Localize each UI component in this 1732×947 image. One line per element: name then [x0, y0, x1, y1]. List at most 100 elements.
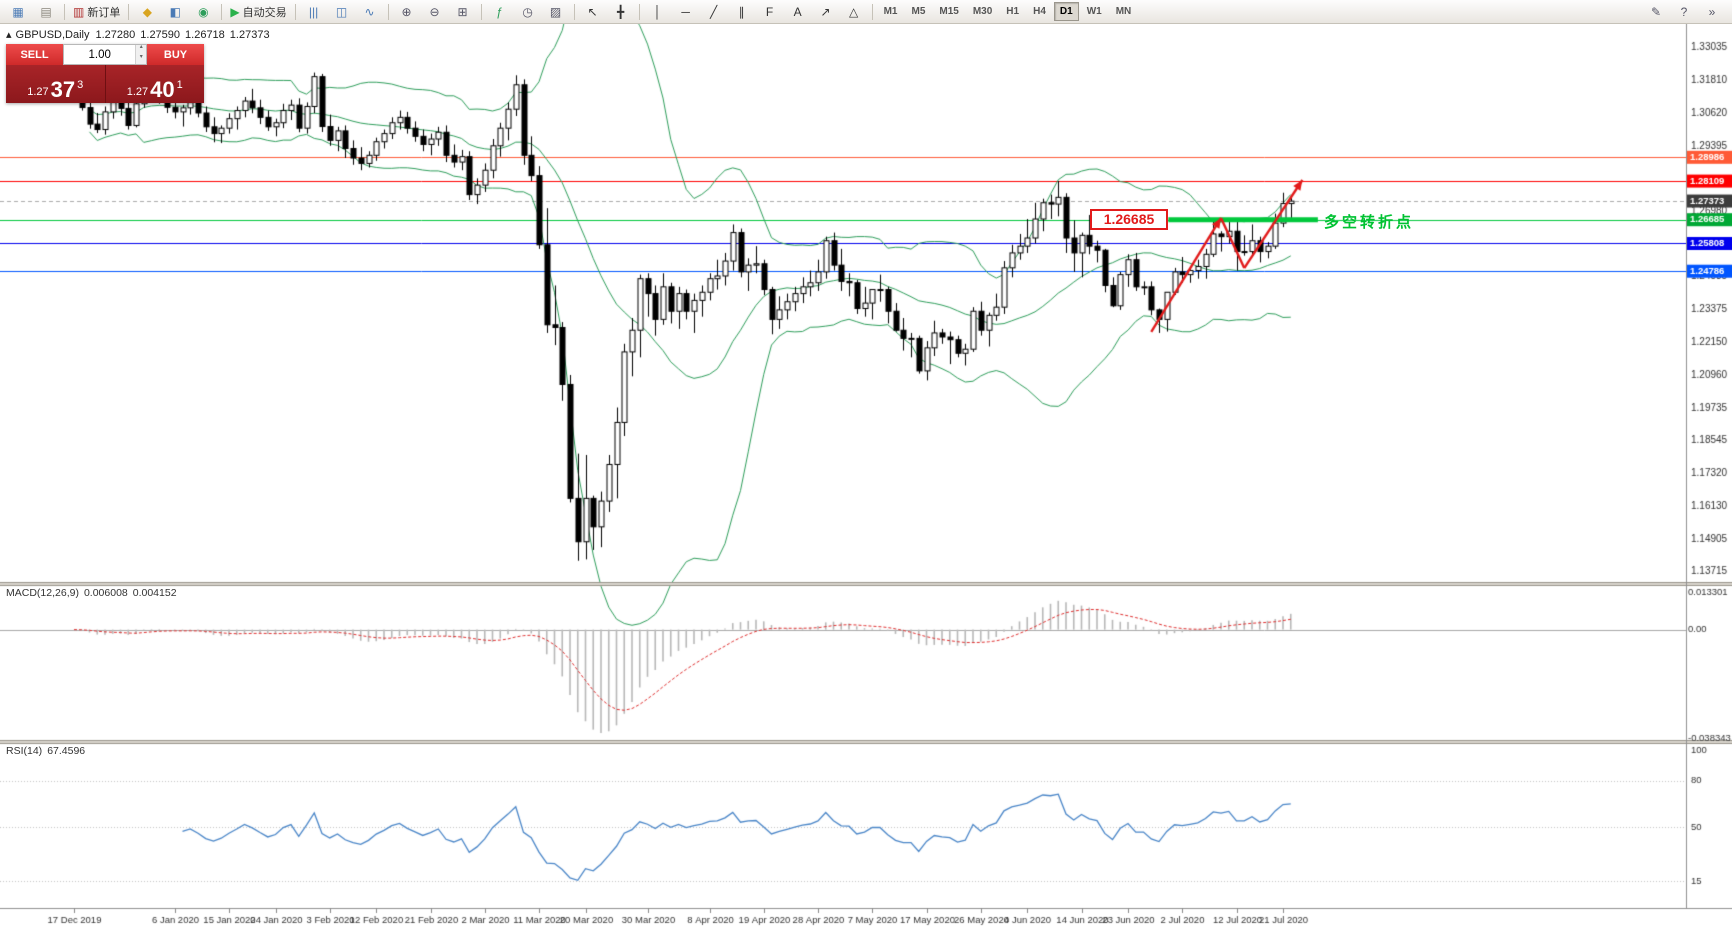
toolbar-separator	[573, 3, 575, 20]
bar-chart-mode-icon[interactable]: |||	[300, 1, 328, 23]
metaeditor-icon[interactable]: ◆	[133, 1, 161, 23]
metaeditor-icon: ◆	[142, 4, 152, 19]
shapes-icon[interactable]: △	[840, 1, 868, 23]
periods-icon: ◷	[522, 4, 533, 19]
rsi-label: RSI(14)	[6, 745, 43, 757]
volume-field: ▴ ▾	[63, 44, 147, 65]
cursor-icon[interactable]: ↖	[579, 1, 607, 23]
new-order-icon: ▥	[73, 4, 85, 19]
timeframe-w1[interactable]: W1	[1086, 6, 1102, 17]
turning-point-note: 多空转折点	[1324, 214, 1415, 231]
zoom-out-icon: ⊖	[429, 4, 440, 19]
timeframe-m1[interactable]: M1	[883, 6, 898, 17]
sell-price-pipette: 3	[77, 79, 84, 91]
text-label-icon[interactable]: A	[784, 1, 812, 23]
macd-label: MACD(12,26,9)	[6, 587, 79, 599]
rsi-value: 67.4596	[47, 745, 86, 757]
market-watch-icon[interactable]: ◧	[161, 1, 189, 23]
toolbar-separator	[387, 3, 389, 20]
help-button[interactable]: ?	[1680, 4, 1688, 19]
timeframe-m30[interactable]: M30	[972, 6, 993, 17]
sell-tab[interactable]: SELL	[6, 44, 63, 65]
toolbar-separator	[294, 3, 296, 20]
price-level-annotation[interactable]: 1.26685	[1090, 209, 1168, 230]
autotrading-label: 自动交易	[242, 6, 287, 19]
draw-pencil-button[interactable]: ✎	[1650, 4, 1662, 19]
buy-price-pips: 40	[150, 77, 175, 102]
toolbar-separator	[638, 3, 640, 20]
templates-icon[interactable]: ▨	[542, 1, 570, 23]
timeframe-m15[interactable]: M15	[939, 6, 959, 17]
line-chart-mode-icon[interactable]: ∿	[356, 1, 384, 23]
mql5-community-icon[interactable]: ◉	[189, 1, 217, 23]
arrows-tool-icon: ↗	[820, 4, 831, 19]
arrows-tool-icon[interactable]: ↗	[812, 1, 840, 23]
toolbar-separator	[221, 3, 223, 20]
templates-icon: ▨	[549, 4, 562, 19]
price-chart-canvas[interactable]	[0, 24, 1732, 947]
zoom-out-icon[interactable]: ⊖	[421, 1, 449, 23]
new-order-button[interactable]: ▥ 新订单	[69, 1, 124, 23]
horizontal-line-icon[interactable]: ─	[672, 1, 700, 23]
buy-price-pipette: 1	[176, 79, 183, 91]
profiles-icon: ▤	[40, 4, 52, 19]
buy-button[interactable]: 1.27 40 1	[105, 65, 204, 103]
overflow-chevron-button[interactable]: »	[1708, 4, 1716, 19]
one-click-collapse-icon[interactable]: ▴	[6, 29, 12, 41]
volume-down-icon[interactable]: ▾	[136, 54, 146, 64]
sell-price-pips: 37	[50, 77, 76, 102]
toolbar-right-group: ✎? »	[1642, 1, 1726, 23]
market-watch-icon: ◧	[169, 4, 182, 19]
toolbar-separator	[480, 3, 482, 20]
ohlc-low: 1.26718	[185, 29, 225, 41]
bar-chart-mode-icon: |||	[308, 4, 319, 19]
timeframe-h1[interactable]: H1	[1006, 6, 1020, 17]
channel-icon: ∥	[738, 4, 745, 19]
new-chart-icon: ▦	[12, 4, 24, 19]
timeframe-m5[interactable]: M5	[911, 6, 926, 17]
mql5-community-icon: ◉	[198, 4, 209, 19]
periods-icon[interactable]: ◷	[514, 1, 542, 23]
ohlc-close: 1.27373	[229, 29, 270, 41]
trendline-icon[interactable]: ╱	[700, 1, 728, 23]
tile-windows-icon[interactable]: ⊞	[449, 1, 477, 23]
vertical-line-icon[interactable]: │	[644, 1, 672, 23]
volume-input[interactable]	[64, 45, 136, 64]
one-click-trading-panel: SELL ▴ ▾ BUY 1.27 37 3 1.27 40 1	[6, 44, 204, 103]
timeframe-d1[interactable]: D1	[1053, 2, 1079, 21]
zoom-in-icon[interactable]: ⊕	[393, 1, 421, 23]
profiles-icon[interactable]: ▤	[32, 1, 60, 23]
new-chart-icon[interactable]: ▦	[4, 1, 32, 23]
shapes-icon: △	[848, 4, 859, 19]
horizontal-line-icon: ─	[681, 4, 690, 19]
sell-price-prefix: 1.27	[27, 86, 49, 98]
indicators-icon[interactable]: ƒ	[486, 1, 514, 23]
fibonacci-icon[interactable]: F	[756, 1, 784, 23]
crosshair-icon[interactable]: ╋	[607, 1, 635, 23]
autotrading-button[interactable]: ▶ 自动交易	[226, 1, 290, 23]
channel-icon[interactable]: ∥	[728, 1, 756, 23]
ohlc-open: 1.27280	[95, 29, 136, 41]
zoom-in-icon: ⊕	[401, 4, 412, 19]
indicators-icon: ƒ	[496, 4, 503, 19]
timeframe-h4[interactable]: H4	[1033, 6, 1046, 17]
macd-main-value: 0.006008	[83, 587, 128, 599]
sell-button[interactable]: 1.27 37 3	[6, 65, 106, 103]
fibonacci-icon: F	[765, 4, 774, 19]
rsi-indicator-header: RSI(14) 67.4596	[6, 745, 90, 757]
volume-up-icon[interactable]: ▴	[136, 44, 146, 55]
macd-signal-value: 0.004152	[132, 587, 177, 599]
line-chart-mode-icon: ∿	[364, 4, 375, 19]
tile-windows-icon: ⊞	[457, 4, 468, 19]
cursor-icon: ↖	[587, 4, 598, 19]
buy-tab[interactable]: BUY	[147, 44, 204, 65]
candlestick-mode-icon[interactable]: ◫	[328, 1, 356, 23]
vertical-line-icon: │	[653, 4, 662, 19]
macd-indicator-header: MACD(12,26,9) 0.006008 0.004152	[6, 587, 182, 599]
autotrading-icon: ▶	[230, 4, 240, 19]
chart-title: ▴ GBPUSD,Daily 1.27280 1.27590 1.26718 1.2737…	[6, 28, 275, 41]
toolbar: ▦ ▤ ▥ 新订单 ◆ ◧ ◉ ▶ 自动交易 ||| ◫ ∿ ⊕ ⊖ ⊞ ƒ ◷ ▨ ↖ ╋ │ ─ ╱ ∥ F A ↗ △ M1 M5 M…	[0, 0, 1732, 24]
volume-stepper: ▴ ▾	[135, 44, 146, 64]
timeframe-mn[interactable]: MN	[1115, 6, 1132, 17]
toolbar-separator	[64, 3, 65, 20]
